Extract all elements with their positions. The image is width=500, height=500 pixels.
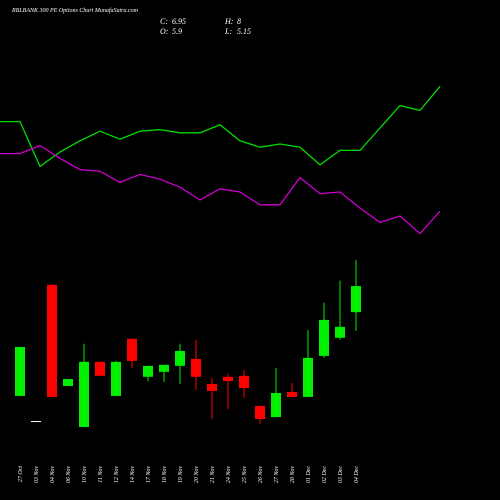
candle-body xyxy=(95,361,105,376)
candle-body xyxy=(111,361,121,396)
x-tick-label: 12 Nov xyxy=(114,466,120,484)
ohlc-value: 5.15 xyxy=(237,27,251,36)
candle-body xyxy=(79,361,89,428)
x-tick-label: 24 Nov xyxy=(225,466,232,484)
x-tick-label: 17 Nov xyxy=(146,466,152,484)
candle-body xyxy=(63,379,73,387)
candle-body xyxy=(271,392,281,418)
candle-body xyxy=(303,357,313,397)
chart-title: RBLBANK 300 PE Options Chart MunafaSutra… xyxy=(11,7,139,14)
x-tick-label: 21 Nov xyxy=(210,466,216,484)
x-tick-label: 27 Oct xyxy=(18,466,24,482)
x-tick-label: 04 Nov xyxy=(49,466,56,484)
x-tick-label: 04 Dec xyxy=(353,466,360,483)
candle-body xyxy=(223,376,233,382)
candle-body xyxy=(351,286,361,313)
candle-body xyxy=(335,326,345,338)
indicator-line xyxy=(0,144,441,235)
candle-body xyxy=(127,338,137,361)
candle-body xyxy=(255,405,265,420)
candle-body xyxy=(239,375,249,388)
x-tick-label: 11 Nov xyxy=(98,466,104,483)
ohlc-value: 5.9 xyxy=(172,27,182,36)
candle-body xyxy=(47,284,57,397)
candle-body xyxy=(175,350,185,366)
ohlc-label: L: xyxy=(224,27,232,36)
x-tick-label: 28 Nov xyxy=(290,466,296,484)
ohlc-label: C: xyxy=(160,17,168,26)
ohlc-value: 6.95 xyxy=(172,17,186,26)
candle-body xyxy=(15,346,25,396)
x-tick-label: 20 Nov xyxy=(194,466,200,484)
x-tick-label: 03 Nov xyxy=(34,466,40,484)
x-tick-label: 03 Dec xyxy=(338,466,344,483)
x-tick-label: 19 Nov xyxy=(178,466,184,484)
x-tick-label: 27 Nov xyxy=(274,466,280,484)
candle-body xyxy=(207,384,217,391)
candle-body xyxy=(159,364,169,372)
ohlc-label: H: xyxy=(224,17,234,26)
candle-body xyxy=(31,421,41,423)
ohlc-value: 8 xyxy=(237,17,241,26)
candle-body xyxy=(287,391,297,397)
x-tick-label: 25 Nov xyxy=(242,466,248,484)
x-tick-label: 14 Nov xyxy=(129,466,136,484)
indicator-line xyxy=(0,85,441,168)
ohlc-label: O: xyxy=(160,27,169,36)
x-tick-label: 06 Nov xyxy=(66,466,72,484)
x-tick-label: 01 Dec xyxy=(306,466,312,483)
candle-body xyxy=(191,358,201,377)
x-tick-label: 26 Nov xyxy=(258,466,264,484)
x-tick-label: 10 Nov xyxy=(82,466,88,484)
x-tick-label: 02 Dec xyxy=(322,466,328,483)
candle-body xyxy=(319,319,329,356)
x-tick-label: 18 Nov xyxy=(162,466,168,484)
candle-body xyxy=(143,365,153,377)
